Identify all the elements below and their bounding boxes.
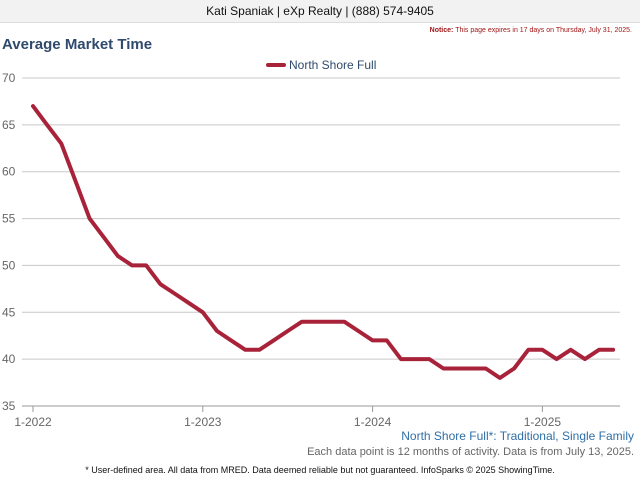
- y-tick-label: 70: [2, 71, 16, 85]
- x-tick-label: 1-2025: [524, 415, 562, 429]
- x-tick-label: 1-2022: [14, 415, 52, 429]
- area-definition-note: North Shore Full*: Traditional, Single F…: [401, 429, 634, 443]
- series-layer: [31, 104, 616, 380]
- y-axis-ticks: 35 40 45 50 55 60 65 70: [2, 71, 16, 413]
- x-axis-ticks: 1-2022 1-2023 1-2024 1-2025: [14, 405, 620, 429]
- x-tick-label: 1-2024: [354, 415, 392, 429]
- notice-text: This page expires in 17 days on Thursday…: [455, 27, 632, 34]
- legend[interactable]: North Shore Full: [266, 58, 376, 72]
- y-tick-label: 45: [2, 305, 16, 319]
- agent-contact-bar: Kati Spaniak | eXp Realty | (888) 574-94…: [0, 0, 640, 23]
- y-tick-label: 55: [2, 212, 16, 226]
- expiry-notice: Notice: This page expires in 17 days on …: [430, 27, 632, 34]
- y-tick-label: 65: [2, 118, 16, 132]
- disclaimer: * User-defined area. All data from MRED.…: [85, 465, 555, 475]
- y-tick-label: 50: [2, 258, 16, 272]
- series-line-north-shore-full: [31, 104, 616, 380]
- y-tick-label: 40: [2, 352, 16, 366]
- notice-label: Notice:: [429, 27, 454, 34]
- legend-label[interactable]: North Shore Full: [289, 58, 376, 72]
- chart-title: Average Market Time: [2, 36, 153, 53]
- y-tick-label: 60: [2, 165, 16, 179]
- gridlines: [22, 77, 620, 360]
- data-period-note: Each data point is 12 months of activity…: [307, 446, 634, 458]
- y-tick-label: 35: [2, 399, 16, 413]
- x-tick-label: 1-2023: [184, 415, 222, 429]
